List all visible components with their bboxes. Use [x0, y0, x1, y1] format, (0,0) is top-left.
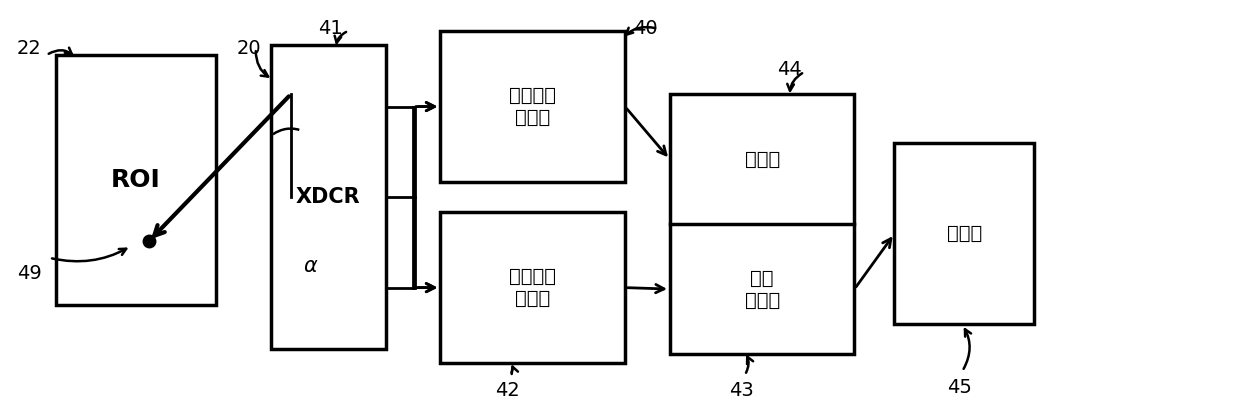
- Text: 接收波束
形成器: 接收波束 形成器: [510, 267, 557, 308]
- Text: 44: 44: [777, 60, 802, 79]
- Text: 45: 45: [947, 378, 972, 397]
- Bar: [440, 31, 625, 182]
- Text: 存储器: 存储器: [744, 150, 780, 169]
- Text: 42: 42: [495, 381, 520, 400]
- Text: α: α: [304, 256, 317, 275]
- Text: 41: 41: [319, 19, 343, 38]
- FancyArrowPatch shape: [746, 357, 753, 373]
- Text: 22: 22: [17, 38, 42, 58]
- FancyArrowPatch shape: [255, 51, 268, 77]
- Text: ROI: ROI: [112, 168, 161, 192]
- FancyArrowPatch shape: [626, 27, 655, 35]
- FancyArrowPatch shape: [48, 48, 72, 55]
- FancyArrowPatch shape: [963, 329, 971, 369]
- Bar: [894, 143, 1034, 324]
- Text: 49: 49: [17, 264, 42, 283]
- Text: 显示器: 显示器: [946, 224, 982, 243]
- FancyArrowPatch shape: [787, 73, 802, 91]
- Bar: [270, 45, 386, 349]
- Text: 传输波束
形成器: 传输波束 形成器: [510, 86, 557, 127]
- FancyArrowPatch shape: [511, 367, 518, 374]
- FancyArrowPatch shape: [52, 249, 126, 261]
- Bar: [56, 55, 216, 305]
- FancyArrowPatch shape: [335, 32, 346, 43]
- Text: 40: 40: [632, 19, 657, 38]
- Text: XDCR: XDCR: [296, 187, 361, 207]
- Text: 20: 20: [237, 38, 262, 58]
- Text: 图像
处理器: 图像 处理器: [744, 269, 780, 309]
- Text: 43: 43: [729, 381, 754, 400]
- Bar: [670, 94, 854, 354]
- Bar: [440, 212, 625, 363]
